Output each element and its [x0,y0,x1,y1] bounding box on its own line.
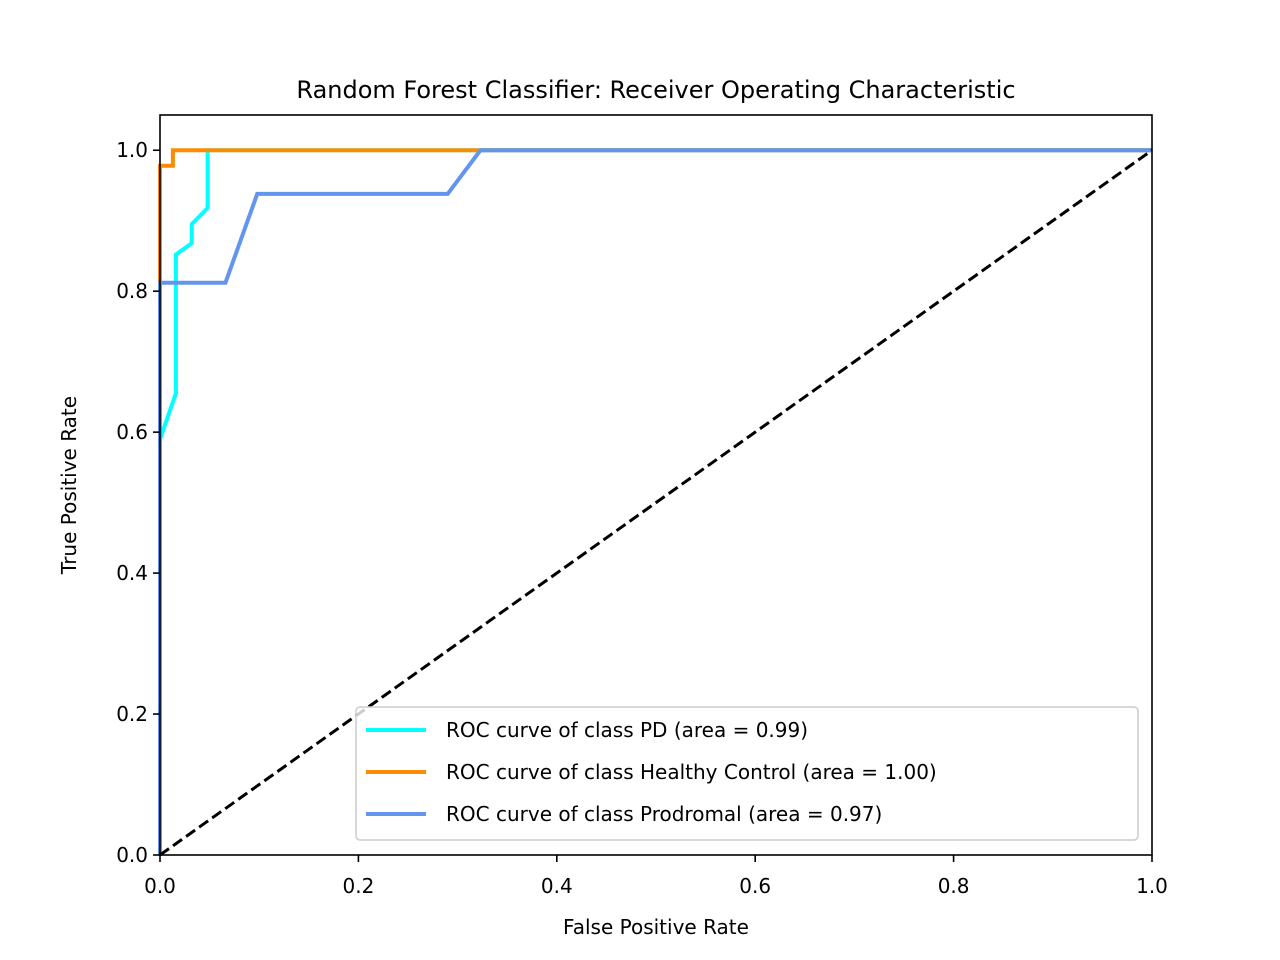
x-axis: 0.0 0.2 0.4 0.6 0.8 1.0 [144,855,1168,898]
chart-title: Random Forest Classifier: Receiver Opera… [296,76,1015,104]
y-tick-label: 1.0 [116,138,148,162]
legend-label-3: ROC curve of class Prodromal (area = 0.9… [446,802,882,826]
x-tick-label: 0.2 [342,874,374,898]
x-tick-label: 0.6 [739,874,771,898]
legend-label-1: ROC curve of class PD (area = 0.99) [446,718,808,742]
y-tick-label: 0.4 [116,561,148,585]
axes-frame [159,114,1153,856]
x-tick-label: 0.8 [938,874,970,898]
y-axis: 0.0 0.2 0.4 0.6 0.8 1.0 [116,138,160,867]
y-tick-label: 0.0 [116,843,148,867]
y-axis-title: True Positive Rate [57,396,81,575]
x-tick-label: 0.4 [541,874,573,898]
y-tick-label: 0.2 [116,702,148,726]
series-line-1 [158,148,1152,855]
legend-box [355,706,1139,841]
y-tick-label: 0.8 [116,279,148,303]
y-tick-label: 0.6 [116,420,148,444]
reference-diagonal-line [159,149,1153,857]
x-tick-label: 1.0 [1136,874,1168,898]
x-tick-label: 0.0 [144,874,176,898]
x-axis-title: False Positive Rate [563,915,749,939]
legend: ROC curve of class PD (area = 0.99) ROC c… [355,706,1139,841]
legend-label-2: ROC curve of class Healthy Control (area… [446,760,937,784]
